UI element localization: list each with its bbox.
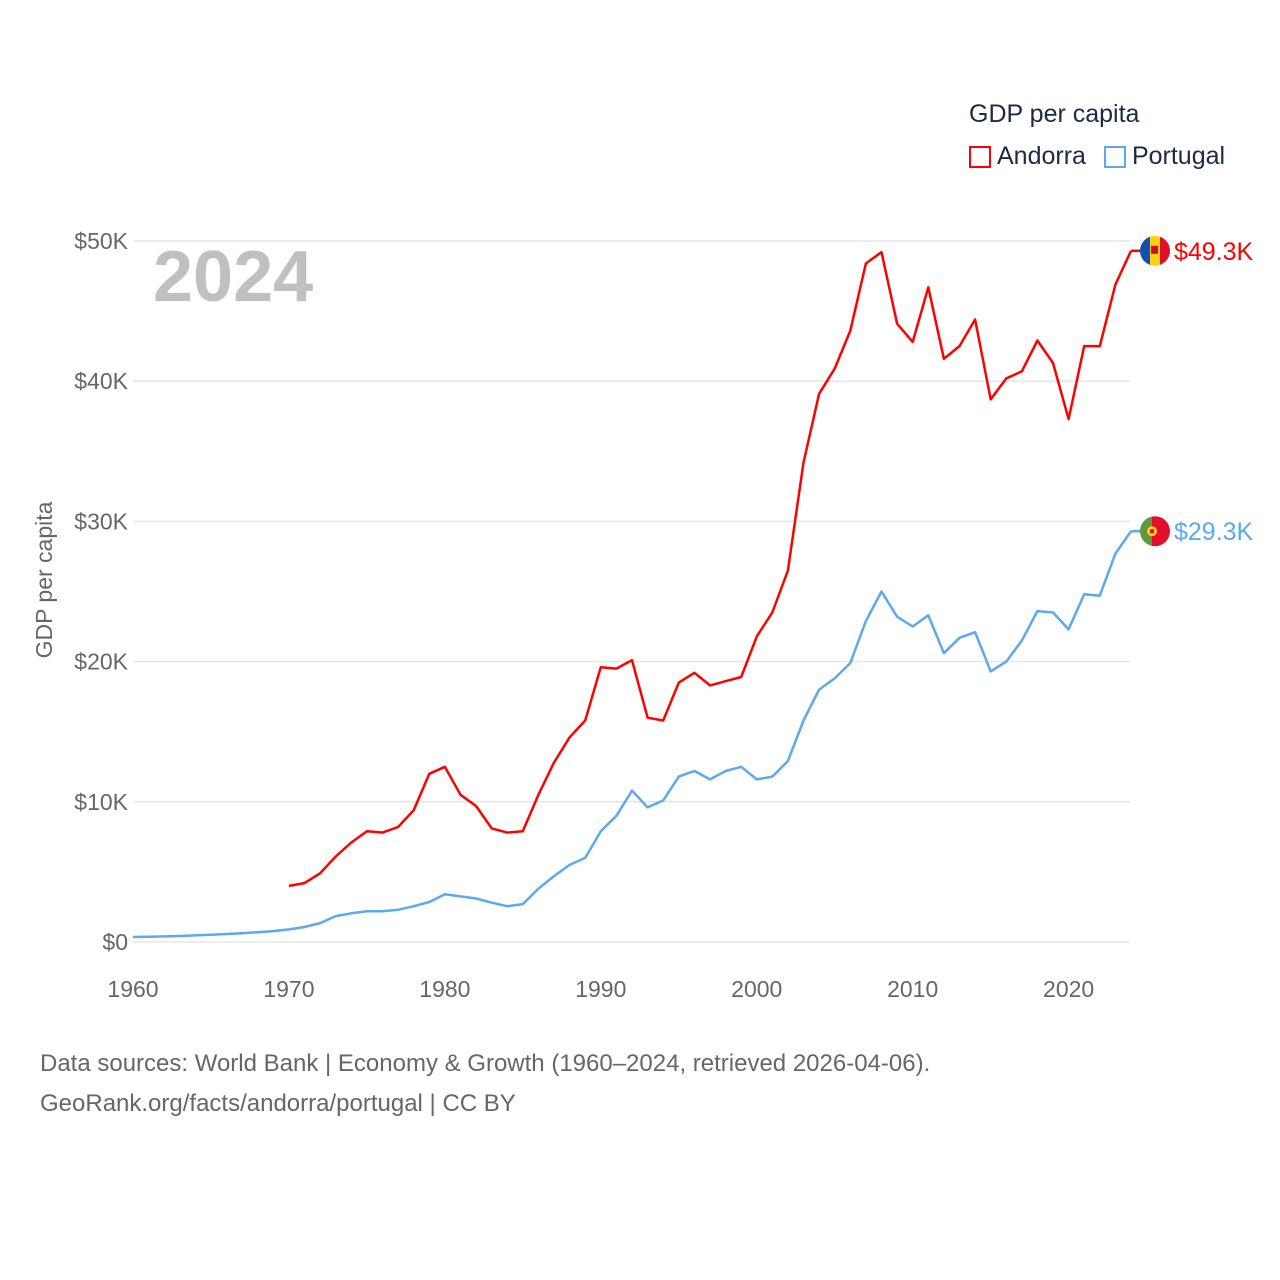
legend-item-portugal[interactable]: Portugal <box>1103 142 1226 171</box>
end-value-label-portugal: $29.3K <box>1174 518 1254 546</box>
legend-title: GDP per capita <box>969 100 1140 128</box>
legend-label-andorra: Andorra <box>997 142 1086 170</box>
legend-item-andorra[interactable]: Andorra <box>969 142 1086 171</box>
y-axis-label: GDP per capita <box>31 501 57 658</box>
x-tick-label: 2000 <box>731 976 782 1002</box>
legend: Andorra Portugal <box>969 142 1225 171</box>
series-line-portugal <box>132 530 1133 939</box>
andorra-flag-icon <box>1140 235 1170 266</box>
x-tick-label: 1980 <box>419 976 470 1002</box>
y-tick-label: $40K <box>74 368 128 394</box>
y-tick-label: $30K <box>74 508 128 534</box>
legend-swatch-andorra <box>969 145 991 168</box>
x-tick-label: 1970 <box>263 976 314 1002</box>
y-tick-label: $50K <box>74 228 128 254</box>
attribution-link[interactable]: GeoRank.org/facts/andorra/portugal | CC … <box>40 1090 516 1117</box>
year-badge: 2024 <box>153 237 313 317</box>
portugal-flag-icon <box>1140 516 1170 547</box>
legend-swatch-portugal <box>1103 145 1126 168</box>
y-tick-label: $20K <box>74 649 128 675</box>
data-source-text: Data sources: World Bank | Economy & Gro… <box>40 1050 931 1077</box>
x-tick-label: 2010 <box>887 976 938 1002</box>
legend-label-portugal: Portugal <box>1131 142 1226 170</box>
series-line-andorra <box>288 250 1133 888</box>
end-value-label-andorra: $49.3K <box>1174 238 1254 266</box>
x-tick-label: 2020 <box>1043 976 1094 1002</box>
x-tick-label: 1960 <box>107 976 158 1002</box>
x-tick-label: 1990 <box>575 976 626 1002</box>
y-tick-label: $0 <box>102 929 128 955</box>
footer: Data sources: World Bank | Economy & Gro… <box>40 1044 930 1124</box>
y-tick-label: $10K <box>74 789 128 815</box>
